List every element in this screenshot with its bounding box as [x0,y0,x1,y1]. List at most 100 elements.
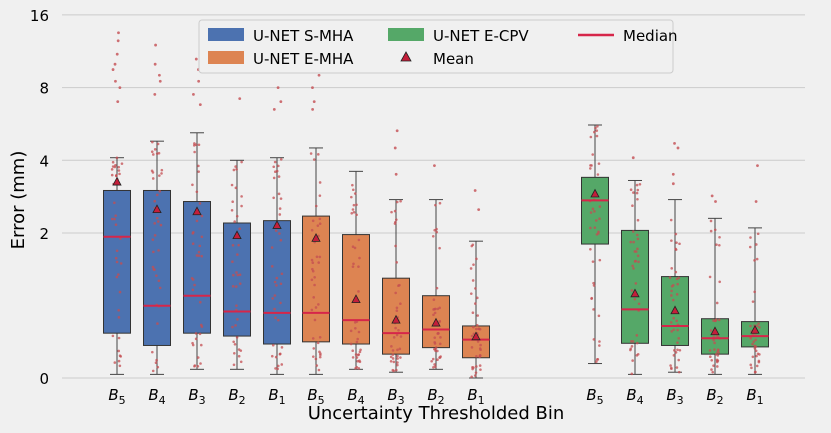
sample-point [634,282,638,285]
sample-point [270,246,274,249]
sample-point [436,358,439,361]
sample-point [476,296,479,300]
sample-point [278,207,282,210]
legend-label-e-mha: U-NET E-MHA [253,50,354,68]
sample-point [118,354,122,358]
sample-point [593,226,597,229]
sample-point [433,307,436,311]
sample-point [597,314,601,318]
mean-marker [192,206,202,216]
sample-point [434,203,437,207]
sample-point [352,203,356,207]
legend-mean-marker [400,51,412,62]
sample-point [713,228,717,232]
sample-point [756,232,760,236]
outlier-point [154,43,157,47]
outlier-point [238,97,242,101]
sample-point [670,330,674,333]
sample-point [718,280,722,284]
sample-point [636,247,639,251]
sample-point [398,283,401,287]
outlier-point [311,107,315,111]
sample-point [349,342,353,346]
sample-point [238,282,242,285]
sample-point [277,318,280,322]
sample-point [678,348,682,352]
x-tick-u-net-s-mha-b3: B3 [188,386,205,407]
sample-point [230,208,234,212]
sample-point [435,230,438,234]
sample-point [749,363,753,367]
sample-point [438,201,442,205]
sample-point [396,348,399,352]
sample-point [235,271,238,274]
sample-point [598,258,602,262]
sample-point [315,255,319,259]
sample-point [309,152,313,155]
sample-point [310,278,314,282]
sample-point [754,349,758,353]
sample-point [273,294,277,297]
sample-point [432,313,435,317]
sample-point [754,338,757,342]
sample-point [630,340,633,343]
sample-point [670,267,674,270]
sample-point [151,265,155,269]
sample-point [230,183,234,187]
sample-point [194,332,198,335]
sample-point [478,355,481,358]
sample-point [471,243,475,247]
sample-point [438,306,441,310]
sample-point [632,191,635,194]
sample-point [199,343,203,347]
sample-point [120,162,124,165]
sample-point [595,134,599,138]
sample-point [710,368,713,371]
sample-point [240,204,243,208]
outlier-point [116,39,120,43]
outlier-point [393,146,397,150]
sample-point [310,228,314,232]
sample-point [356,353,360,357]
box-iqr [143,189,171,346]
mean-marker [152,204,162,213]
sample-point [474,327,478,331]
sample-point [594,219,598,222]
outlier-point [276,86,280,89]
sample-point [470,346,474,349]
sample-point [637,302,641,306]
outlier-point [756,164,759,168]
legend-swatch-e-cpv [388,28,424,41]
legend: U-NET S-MHA U-NET E-MHA U-NET E-CPV Mean… [198,19,678,74]
sample-point [629,240,632,244]
sample-point [351,349,355,353]
sample-point [355,356,359,359]
sample-point [278,352,282,356]
sample-point [113,361,117,364]
sample-point [159,223,163,227]
sample-point [275,276,279,280]
x-axis-label: Uncertainty Thresholded Bin [308,403,565,424]
sample-point [592,281,595,285]
sample-point [195,219,199,223]
sample-point [151,350,154,354]
sample-point [235,214,239,218]
sample-point [432,366,435,369]
sample-point [113,217,116,221]
sample-point [710,358,714,362]
sample-point [394,244,397,248]
sample-point [432,298,436,301]
sample-point [757,322,760,325]
sample-point [709,219,713,223]
sample-point [630,289,634,292]
outlier-point [317,73,321,77]
sample-point [635,183,639,187]
outlier-point [673,141,676,145]
sample-point [755,354,758,358]
sample-point [636,197,639,201]
sample-point [110,168,114,171]
sample-point [155,274,158,277]
box-iqr [263,220,291,345]
sample-point [111,160,115,164]
x-tick-labels: B5 B4 B3 B2 B1 B5 B4 B3 B2 B1 B5 B4 B3 B2 B1 [108,386,763,407]
